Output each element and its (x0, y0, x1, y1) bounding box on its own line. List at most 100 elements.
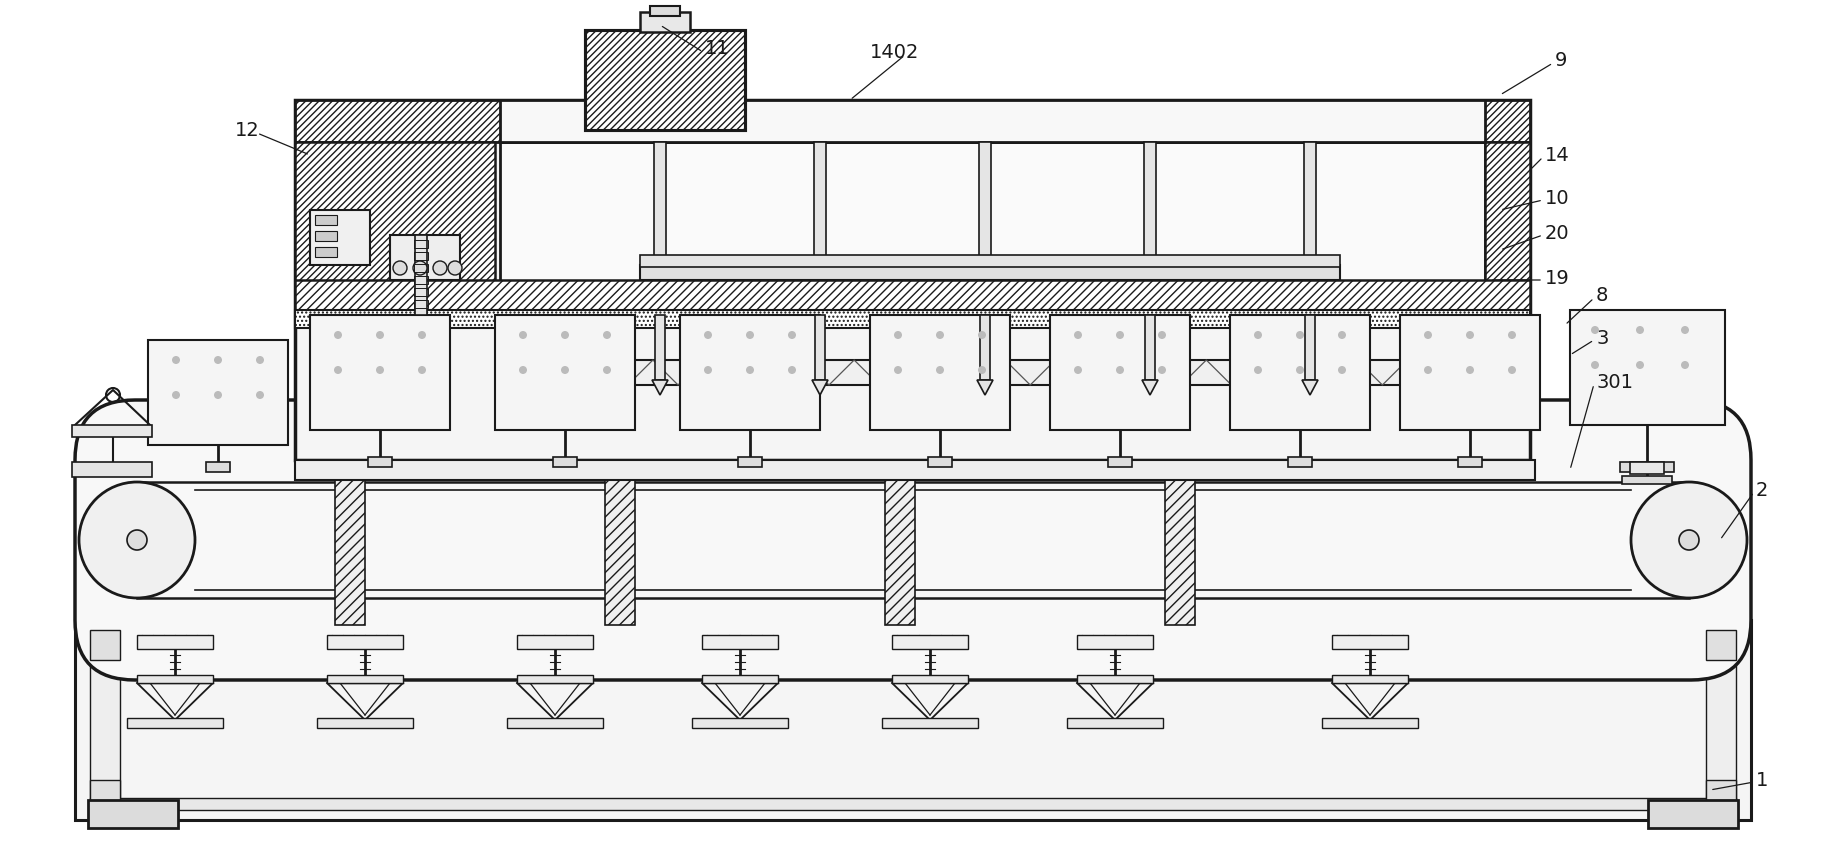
Circle shape (519, 366, 528, 374)
Bar (89, 798, 1737, 810)
Circle shape (895, 366, 902, 374)
Circle shape (334, 331, 341, 339)
Circle shape (937, 366, 944, 374)
Bar (1649, 800, 1738, 828)
Bar (137, 635, 214, 649)
Circle shape (334, 366, 341, 374)
Bar (1077, 635, 1152, 649)
Bar (1306, 315, 1315, 380)
Circle shape (937, 331, 944, 339)
Circle shape (1678, 530, 1698, 550)
Bar (500, 100, 1485, 142)
Text: 20: 20 (1545, 223, 1570, 242)
Circle shape (393, 261, 407, 275)
Bar (296, 100, 1530, 142)
Bar (310, 210, 371, 265)
Circle shape (79, 482, 195, 598)
Bar (891, 635, 968, 649)
Circle shape (418, 331, 425, 339)
Bar (701, 675, 778, 683)
Bar (1457, 457, 1483, 467)
Bar (604, 460, 635, 625)
Bar (928, 457, 951, 467)
Circle shape (789, 331, 796, 339)
Bar (1050, 315, 1191, 430)
Bar (584, 30, 745, 130)
Circle shape (128, 530, 148, 550)
Bar (517, 635, 593, 649)
Circle shape (214, 391, 223, 399)
Bar (206, 462, 230, 472)
Circle shape (1466, 331, 1474, 339)
Bar (415, 276, 427, 284)
Text: 8: 8 (1596, 286, 1609, 305)
Bar (1621, 476, 1673, 484)
Bar (979, 142, 992, 272)
Bar (89, 630, 121, 660)
Circle shape (1590, 361, 1600, 369)
Bar (415, 240, 427, 248)
Bar (89, 632, 121, 800)
Bar (1165, 460, 1194, 625)
Bar (692, 718, 789, 728)
Circle shape (1590, 326, 1600, 334)
Bar (88, 800, 177, 828)
Circle shape (376, 366, 383, 374)
Bar (296, 142, 495, 282)
Polygon shape (1141, 380, 1158, 395)
Circle shape (561, 331, 570, 339)
Circle shape (979, 366, 986, 374)
Bar (1145, 142, 1156, 272)
Bar (327, 635, 404, 649)
Bar (500, 360, 1485, 385)
Bar (415, 264, 427, 272)
Bar (1108, 457, 1132, 467)
Bar (814, 315, 825, 380)
Bar (296, 460, 1536, 480)
Circle shape (433, 261, 447, 275)
Bar (701, 635, 778, 649)
Bar (1401, 315, 1539, 430)
Bar (369, 457, 393, 467)
Bar (1077, 675, 1152, 683)
Circle shape (603, 331, 612, 339)
Circle shape (413, 261, 427, 275)
Bar (656, 315, 665, 380)
Circle shape (1074, 366, 1083, 374)
Bar (391, 235, 460, 280)
Bar (508, 718, 603, 728)
Bar (128, 718, 223, 728)
Bar (316, 215, 338, 225)
Bar (1570, 310, 1726, 425)
Circle shape (1338, 366, 1346, 374)
Bar (75, 620, 1751, 820)
Circle shape (376, 331, 383, 339)
Bar (316, 247, 338, 257)
Circle shape (1424, 331, 1432, 339)
Text: 301: 301 (1596, 372, 1632, 391)
Bar (639, 255, 1340, 267)
Bar (415, 235, 427, 315)
Bar (1705, 632, 1737, 800)
Polygon shape (652, 380, 668, 395)
Bar (1631, 462, 1663, 474)
Bar (882, 718, 979, 728)
Bar (981, 315, 990, 380)
Circle shape (1116, 331, 1125, 339)
Bar (869, 315, 1010, 430)
Bar (654, 142, 666, 272)
Bar (1145, 315, 1156, 380)
Bar (886, 460, 915, 625)
Circle shape (1296, 331, 1304, 339)
Circle shape (1158, 331, 1167, 339)
Bar (814, 142, 825, 272)
Bar (310, 315, 449, 430)
Bar (327, 675, 404, 683)
Text: 1402: 1402 (869, 43, 918, 62)
Circle shape (705, 366, 712, 374)
Bar (89, 630, 1737, 642)
Bar (495, 315, 635, 430)
Circle shape (1631, 482, 1747, 598)
Circle shape (1116, 366, 1125, 374)
Circle shape (1508, 331, 1516, 339)
